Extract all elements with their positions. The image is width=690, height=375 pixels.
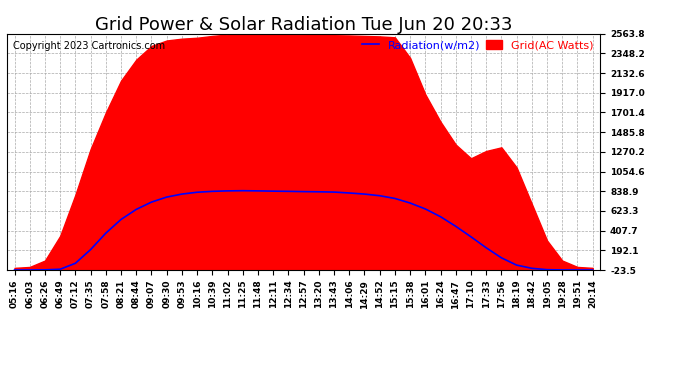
Legend: Radiation(w/m2), Grid(AC Watts): Radiation(w/m2), Grid(AC Watts): [357, 36, 598, 55]
Title: Grid Power & Solar Radiation Tue Jun 20 20:33: Grid Power & Solar Radiation Tue Jun 20 …: [95, 16, 513, 34]
Text: Copyright 2023 Cartronics.com: Copyright 2023 Cartronics.com: [13, 41, 165, 51]
